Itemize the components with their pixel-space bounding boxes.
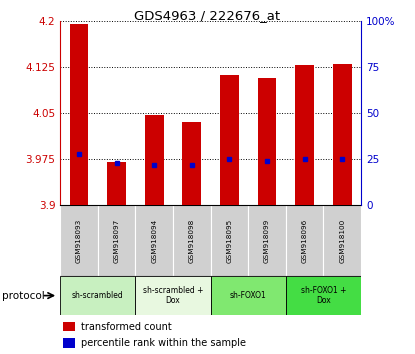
- Bar: [60, 205, 98, 276]
- Bar: [107, 162, 126, 205]
- Text: sh-scrambled +
Dox: sh-scrambled + Dox: [143, 286, 203, 305]
- Bar: [220, 75, 239, 205]
- Text: GSM918095: GSM918095: [227, 218, 232, 263]
- Bar: [258, 78, 276, 205]
- Text: protocol: protocol: [2, 291, 45, 301]
- Bar: [333, 64, 352, 205]
- Text: sh-scrambled: sh-scrambled: [72, 291, 124, 300]
- Text: GSM918099: GSM918099: [264, 218, 270, 263]
- Bar: [248, 205, 286, 276]
- Bar: [295, 65, 314, 205]
- Text: GSM918100: GSM918100: [339, 218, 345, 263]
- Bar: [173, 205, 210, 276]
- Text: GSM918097: GSM918097: [114, 218, 120, 263]
- Bar: [135, 205, 173, 276]
- Text: sh-FOXO1 +
Dox: sh-FOXO1 + Dox: [301, 286, 346, 305]
- Text: GDS4963 / 222676_at: GDS4963 / 222676_at: [134, 9, 281, 22]
- Text: sh-FOXO1: sh-FOXO1: [230, 291, 266, 300]
- Bar: [98, 205, 135, 276]
- Text: percentile rank within the sample: percentile rank within the sample: [81, 338, 246, 348]
- Text: transformed count: transformed count: [81, 322, 172, 332]
- Bar: [286, 276, 361, 315]
- Bar: [145, 115, 164, 205]
- Text: GSM918098: GSM918098: [189, 218, 195, 263]
- Text: GSM918093: GSM918093: [76, 218, 82, 263]
- Bar: [286, 205, 323, 276]
- Bar: [63, 322, 75, 331]
- Bar: [323, 205, 361, 276]
- Bar: [70, 24, 88, 205]
- Bar: [135, 276, 210, 315]
- Bar: [60, 276, 135, 315]
- Text: GSM918094: GSM918094: [151, 218, 157, 263]
- Text: GSM918096: GSM918096: [302, 218, 308, 263]
- Bar: [183, 122, 201, 205]
- Bar: [211, 276, 286, 315]
- Bar: [63, 338, 75, 348]
- Bar: [211, 205, 248, 276]
